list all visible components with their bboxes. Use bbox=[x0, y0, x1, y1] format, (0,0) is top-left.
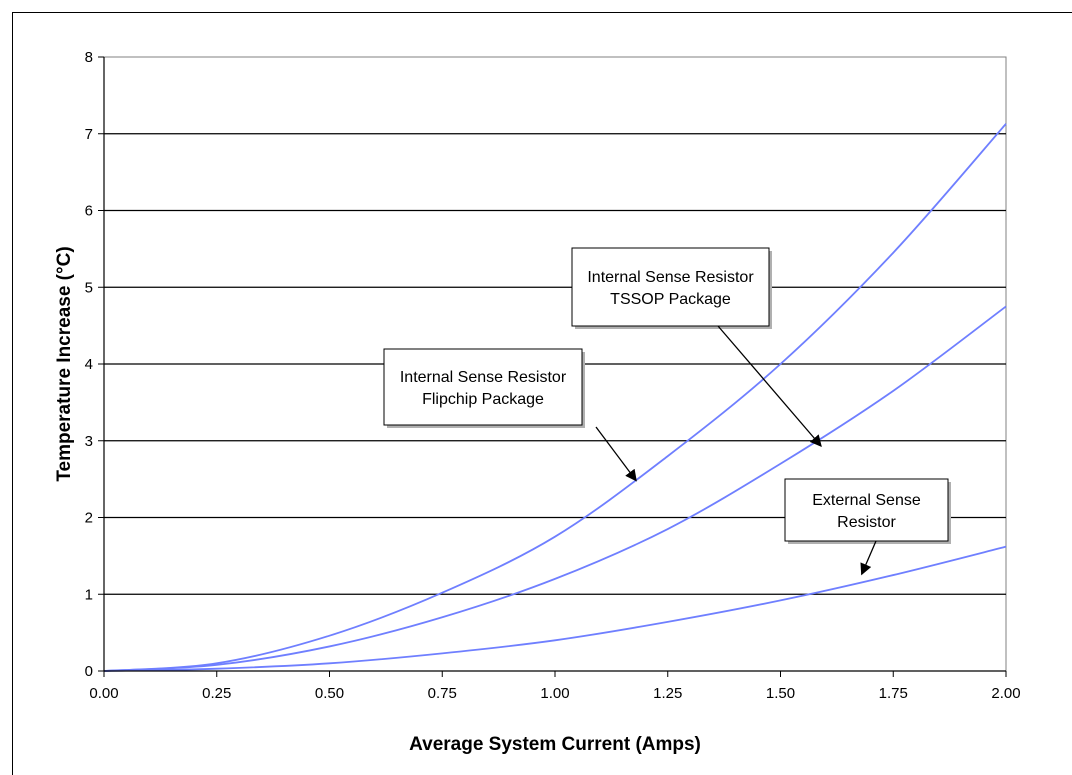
x-tick-label: 0.00 bbox=[89, 685, 118, 702]
callout-text: Internal Sense Resistor bbox=[400, 369, 567, 386]
y-tick-label: 0 bbox=[85, 663, 93, 680]
x-tick-label: 2.00 bbox=[991, 685, 1020, 702]
y-tick-label: 8 bbox=[85, 49, 93, 66]
y-tick-label: 3 bbox=[85, 433, 93, 450]
callout-text: External Sense bbox=[812, 492, 921, 509]
x-tick-label: 1.50 bbox=[766, 685, 795, 702]
y-tick-label: 4 bbox=[85, 356, 93, 373]
y-tick-label: 1 bbox=[85, 586, 93, 603]
x-tick-label: 1.00 bbox=[540, 685, 569, 702]
callout-text: TSSOP Package bbox=[610, 291, 731, 308]
y-tick-label: 7 bbox=[85, 126, 93, 143]
y-axis-title: Temperature Increase (°C) bbox=[54, 246, 75, 481]
x-tick-label: 0.25 bbox=[202, 685, 231, 702]
callout-box bbox=[571, 247, 770, 327]
callout-text: Internal Sense Resistor bbox=[587, 269, 754, 286]
callout-arrow bbox=[595, 426, 637, 482]
callout-box bbox=[784, 478, 949, 542]
y-tick-label: 6 bbox=[85, 203, 93, 220]
x-tick-label: 1.25 bbox=[653, 685, 682, 702]
x-axis-title: Average System Current (Amps) bbox=[409, 734, 701, 755]
series-lines bbox=[103, 123, 1007, 672]
series-line-1 bbox=[103, 123, 1007, 672]
callout-box bbox=[383, 348, 583, 426]
callout-3: External Sense Resistor bbox=[784, 478, 951, 576]
series-line-3 bbox=[103, 545, 1007, 672]
y-tick-label: 2 bbox=[85, 510, 93, 527]
callout-text: Resistor bbox=[837, 514, 896, 531]
y-tick-label: 5 bbox=[85, 279, 93, 296]
callout-2: Internal Sense Resistor Flipchip Package bbox=[383, 348, 637, 482]
callout-arrow bbox=[860, 540, 877, 576]
callout-text: Flipchip Package bbox=[422, 391, 544, 408]
callout-arrow bbox=[717, 325, 822, 448]
x-tick-label: 0.50 bbox=[315, 685, 344, 702]
axes: 0 1 2 3 4 5 6 7 8 0.00 0.25 0.50 0.75 1.00 1.25 1.50 1.7… bbox=[85, 49, 1021, 702]
x-tick-label: 1.75 bbox=[879, 685, 908, 702]
chart-frame bbox=[12, 12, 1072, 775]
callout-1: Internal Sense Resistor TSSOP Package bbox=[571, 247, 822, 448]
x-tick-label: 0.75 bbox=[428, 685, 457, 702]
series-line-2 bbox=[103, 305, 1007, 672]
